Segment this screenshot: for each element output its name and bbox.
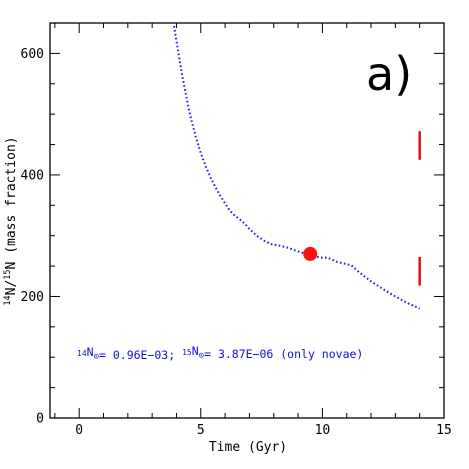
y-axis-label-el2: N (mass fraction) xyxy=(4,136,19,269)
marker-layer xyxy=(303,246,318,261)
annotation-part: = 0.96E−03; xyxy=(99,348,182,362)
x-tick-label: 5 xyxy=(197,423,205,438)
annotation-part: N xyxy=(87,345,94,359)
y-axis-label: 14N/15N (mass fraction) xyxy=(3,136,19,305)
panel-label: a) xyxy=(366,47,412,101)
plot-frame xyxy=(49,22,445,419)
y-axis-label-iso2: 15 xyxy=(3,269,13,279)
annotation-part: 14 xyxy=(77,349,87,358)
x-axis-label: Time (Gyr) xyxy=(209,440,287,455)
x-tick-label: 15 xyxy=(436,423,452,438)
y-axis-label-iso1: 14 xyxy=(3,295,13,305)
annotation-part: 15 xyxy=(182,348,192,357)
annotation-part: = 3.87E−06 (only novae) xyxy=(204,347,363,361)
x-tick-label: 10 xyxy=(315,423,331,438)
y-tick-label: 600 xyxy=(21,47,44,62)
y-axis-label-el1: N/ xyxy=(4,280,19,296)
y-tick-label: 400 xyxy=(21,168,44,183)
series-line xyxy=(173,25,421,310)
annotation-part: ⊙ xyxy=(199,351,204,361)
y-tick-label: 0 xyxy=(36,412,44,427)
y-axis-tick-labels: 0 200 400 600 xyxy=(21,47,44,427)
series-layer xyxy=(173,25,421,310)
solar-marker xyxy=(303,246,318,261)
isotope-annotation: 14N⊙= 0.96E−03; 15N⊙= 3.87E−06 (only nov… xyxy=(77,344,363,362)
y-tick-label: 200 xyxy=(21,290,44,305)
x-tick-label: 0 xyxy=(75,423,83,438)
x-axis-tick-labels: 0 5 10 15 xyxy=(75,423,452,438)
x-axis-ticks xyxy=(54,23,445,418)
annotation-part: N xyxy=(192,344,199,358)
annotation-part: ⊙ xyxy=(94,352,99,362)
y-axis-ticks xyxy=(50,22,444,419)
